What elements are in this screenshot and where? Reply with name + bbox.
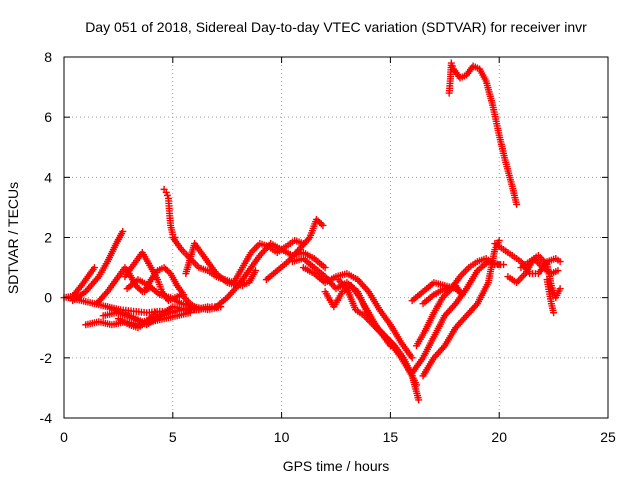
grid-layer <box>64 57 608 418</box>
track-24-point <box>495 237 503 245</box>
track-27-point <box>513 200 521 208</box>
track-14-point <box>251 267 259 275</box>
track-20-point <box>413 381 421 389</box>
x-tick-label: 10 <box>274 429 290 445</box>
track-1-point <box>90 264 98 272</box>
track-21-point <box>386 342 394 350</box>
track-18-point <box>415 396 423 404</box>
track-17-point <box>317 220 325 228</box>
y-axis-label: SDTVAR / TECUs <box>5 182 21 294</box>
track-17-point <box>319 221 327 229</box>
track-31-point <box>550 309 558 317</box>
track-19-point <box>408 354 416 362</box>
x-axis-label: GPS time / hours <box>283 458 390 474</box>
track-2-point <box>119 227 127 235</box>
track-8-point <box>151 309 159 317</box>
track-23-point <box>500 261 508 269</box>
track-11-point <box>165 268 173 276</box>
y-tick-label: 0 <box>44 290 52 306</box>
x-tick-label: 15 <box>383 429 399 445</box>
track-28-point <box>556 258 564 266</box>
y-tick-label: 4 <box>44 169 52 185</box>
data-markers <box>60 59 564 404</box>
x-tick-label: 5 <box>169 429 177 445</box>
x-tick-label: 20 <box>491 429 507 445</box>
track-11-point <box>180 291 188 299</box>
y-tick-label: -2 <box>40 350 53 366</box>
track-29-point <box>554 267 562 275</box>
y-tick-label: 2 <box>44 230 52 246</box>
x-tick-label: 25 <box>600 429 616 445</box>
x-tick-label: 0 <box>60 429 68 445</box>
track-30-point <box>556 285 564 293</box>
axis-ticks: 0 5 10 15 20 25 -4 -2 0 2 4 6 8 <box>40 49 616 445</box>
track-15-point <box>321 264 329 272</box>
y-tick-label: -4 <box>40 410 53 426</box>
chart-title: Day 051 of 2018, Sidereal Day-to-day VTE… <box>85 19 587 35</box>
y-tick-label: 6 <box>44 109 52 125</box>
track-26-point <box>458 291 466 299</box>
y-tick-label: 8 <box>44 49 52 65</box>
